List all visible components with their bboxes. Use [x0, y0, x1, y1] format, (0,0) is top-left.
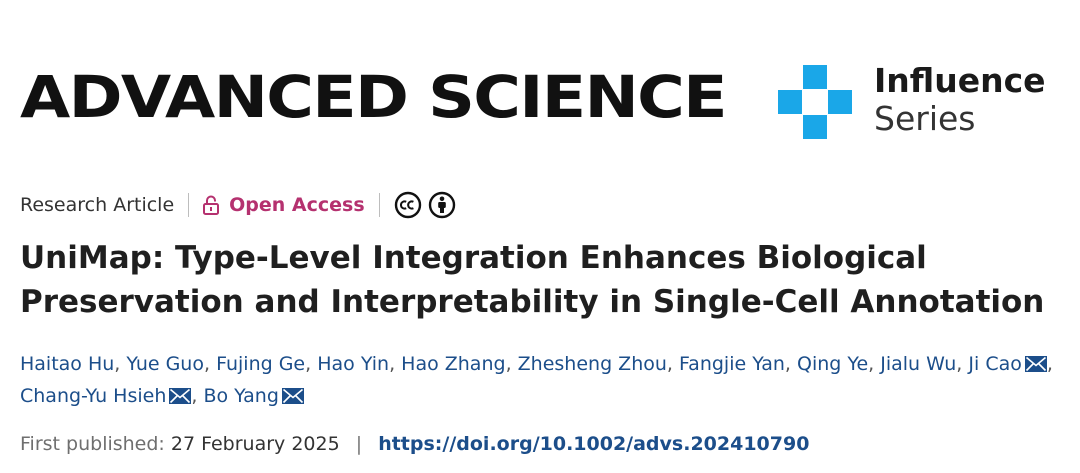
author-link[interactable]: Jialu Wu: [880, 353, 957, 375]
license-icons[interactable]: [394, 191, 456, 219]
series-label: Series: [874, 99, 976, 138]
author-separator: ,: [114, 353, 127, 375]
author-separator: ,: [784, 353, 797, 375]
author-separator: ,: [305, 353, 318, 375]
cc-icon[interactable]: [394, 191, 422, 219]
article-type: Research Article: [20, 194, 175, 216]
author-separator: ,: [191, 385, 204, 407]
author-link[interactable]: Ji Cao: [968, 353, 1022, 375]
mail-icon[interactable]: [1024, 356, 1047, 372]
author-separator: ,: [389, 353, 402, 375]
author-list: Haitao Hu, Yue Guo, Fujing Ge, Hao Yin, …: [20, 348, 1060, 412]
author-separator: ,: [956, 353, 969, 375]
mail-icon[interactable]: [169, 388, 192, 404]
author-separator: ,: [868, 353, 881, 375]
influence-series-text: Influence Series: [874, 62, 1046, 138]
author-link[interactable]: Hao Zhang: [401, 353, 506, 375]
author-link[interactable]: Yue Guo: [126, 353, 204, 375]
by-attribution-icon[interactable]: [428, 191, 456, 219]
doi-link[interactable]: https://doi.org/10.1002/advs.202410790: [378, 433, 810, 455]
author-separator: ,: [666, 353, 679, 375]
journal-logo[interactable]: ADVANCED SCIENCE: [20, 63, 728, 131]
pub-separator: |: [355, 433, 363, 455]
influence-cross-icon: [778, 65, 852, 139]
author-link[interactable]: Fujing Ge: [216, 353, 306, 375]
journal-header: ADVANCED SCIENCE Influence Series: [0, 0, 1080, 170]
influence-series-logo[interactable]: Influence Series: [778, 62, 1058, 142]
author-link[interactable]: Hao Yin: [317, 353, 390, 375]
article-meta-row: Research Article Open Access: [20, 190, 456, 220]
author-separator: ,: [1046, 353, 1053, 375]
influence-label: Influence: [874, 61, 1046, 100]
mail-icon[interactable]: [281, 388, 304, 404]
open-access-badge[interactable]: Open Access: [203, 194, 365, 216]
published-label: First published:: [20, 433, 165, 455]
open-access-label: Open Access: [229, 194, 365, 216]
published-date: 27 February 2025: [170, 433, 340, 455]
lock-open-icon: [203, 195, 220, 215]
author-separator: ,: [203, 353, 217, 375]
article-title: UniMap: Type-Level Integration Enhances …: [20, 240, 1045, 320]
meta-divider: [188, 193, 190, 217]
author-separator: ,: [505, 353, 518, 375]
author-link[interactable]: Bo Yang: [203, 385, 279, 407]
author-link[interactable]: Chang-Yu Hsieh: [20, 385, 167, 407]
author-link[interactable]: Zhesheng Zhou: [517, 353, 667, 375]
author-link[interactable]: Fangjie Yan: [679, 353, 785, 375]
meta-divider: [378, 193, 380, 217]
author-link[interactable]: Haitao Hu: [20, 353, 115, 375]
publication-info: First published: 27 February 2025 | http…: [20, 429, 809, 459]
author-link[interactable]: Qing Ye: [797, 353, 869, 375]
